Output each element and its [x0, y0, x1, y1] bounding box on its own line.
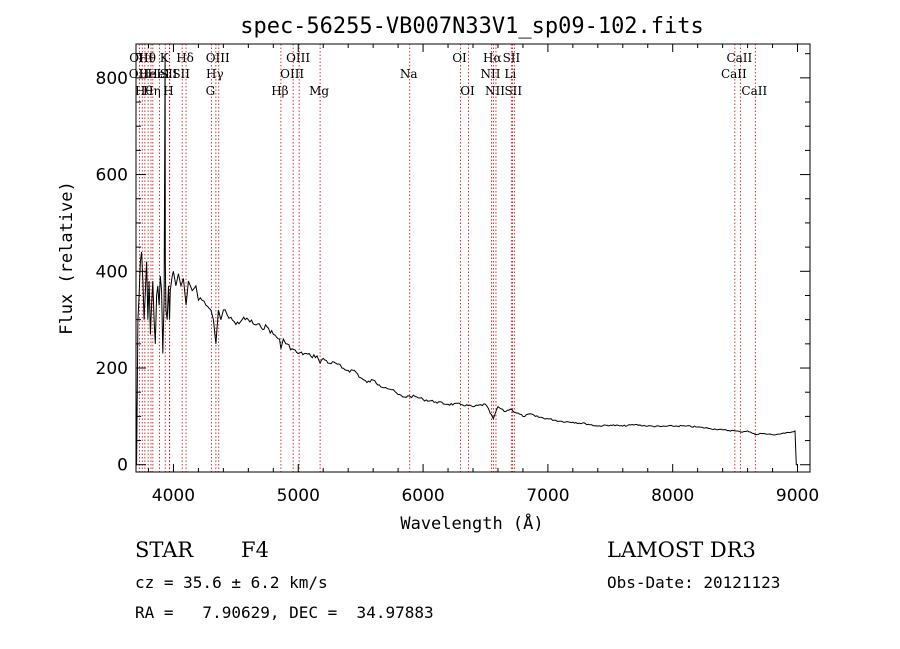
- survey-name: LAMOST DR3: [607, 538, 756, 562]
- spectral-line-label: G: [206, 84, 216, 98]
- spectral-lines-layer: [138, 44, 756, 472]
- axis-ticks-layer: 4000 5000 6000 7000 8000 9000 0 200 400 600 800: [96, 44, 819, 506]
- spectral-line-label: HeI: [147, 67, 170, 81]
- spectral-line-label: SII: [172, 67, 190, 81]
- spectral-line-label: Hη: [143, 84, 161, 98]
- plot-frame: [135, 43, 811, 473]
- spectral-line-label: NII: [485, 84, 505, 98]
- spectral-line-label: OIII: [206, 51, 230, 65]
- y-axis-label: Flux (relative): [57, 181, 77, 335]
- spectrum-chart: spec-56255-VB007N33V1_sp09-102.fits OIIO…: [57, 14, 819, 534]
- y-tick-label: 800: [96, 69, 128, 89]
- spectral-line-label: OIII: [280, 67, 304, 81]
- spectral-line-label: H: [163, 84, 173, 98]
- spectral-line-label: Hα: [483, 51, 502, 65]
- spectral-line-label: Na: [400, 67, 418, 81]
- spectral-line-label: Hθ: [138, 51, 156, 65]
- spectral-line-labels-layer: OIIOIIIHθHθHeIHηHeIKHSIIHδSIIGHγOIIIHβOI…: [129, 51, 768, 98]
- spectral-line-label: OI: [460, 84, 475, 98]
- y-tick-label: 600: [96, 166, 128, 186]
- spectral-line-label: Hθ: [135, 84, 153, 98]
- x-tick-label: 4000: [152, 486, 195, 506]
- spectral-line-label: OI: [452, 51, 467, 65]
- spectral-line-label: CaII: [726, 51, 752, 65]
- spectrum-line: [135, 53, 797, 466]
- y-tick-label: 400: [96, 262, 128, 282]
- object-class: STAR: [135, 538, 194, 562]
- spectral-line-label: Mg: [309, 84, 329, 98]
- spectral-line-label: OIII: [286, 51, 310, 65]
- coordinates-text: RA = 7.90629, DEC = 34.97883: [135, 603, 434, 622]
- x-axis-label: Wavelength (Å): [400, 512, 543, 534]
- x-tick-label: 7000: [526, 486, 569, 506]
- x-tick-label: 5000: [277, 486, 320, 506]
- spectral-line-label: CaII: [721, 67, 747, 81]
- spectral-line-label: NII: [480, 67, 500, 81]
- x-tick-label: 9000: [776, 486, 819, 506]
- y-tick-label: 0: [117, 456, 128, 476]
- redshift-text: cz = 35.6 ± 6.2 km/s: [135, 573, 328, 592]
- x-tick-label: 8000: [651, 486, 694, 506]
- spectral-line-label: Li: [504, 67, 516, 81]
- spectral-line-label: SII: [504, 84, 522, 98]
- x-tick-label: 6000: [401, 486, 444, 506]
- spectral-line-label: SII: [503, 51, 521, 65]
- object-subclass: F4: [241, 538, 269, 562]
- y-tick-label: 200: [96, 359, 128, 379]
- spectral-line-label: SII: [160, 67, 178, 81]
- spectral-line-label: Hδ: [176, 51, 194, 65]
- obs-date-text: Obs-Date: 20121123: [607, 573, 781, 592]
- spectral-line-label: Hγ: [206, 67, 224, 81]
- chart-title: spec-56255-VB007N33V1_sp09-102.fits: [240, 14, 704, 39]
- spectral-line-label: CaII: [741, 84, 767, 98]
- spectral-line-label: Hβ: [271, 84, 288, 98]
- spectral-line-label: OIII: [129, 51, 153, 65]
